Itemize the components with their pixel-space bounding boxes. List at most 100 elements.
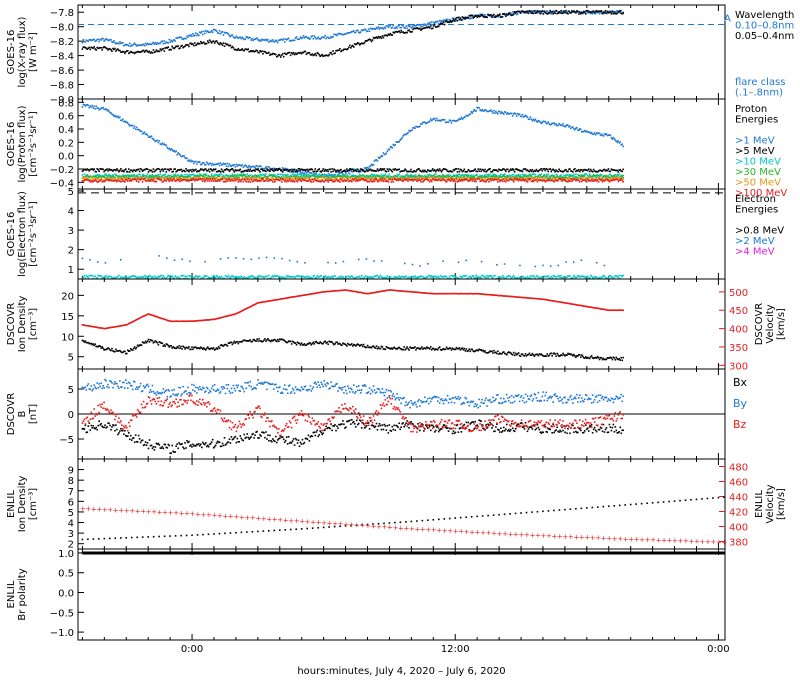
data-point (123, 176, 125, 179)
data-point (190, 275, 192, 278)
data-point (317, 36, 320, 38)
data-point (197, 42, 199, 44)
data-point (407, 175, 409, 177)
data-point (409, 174, 411, 177)
data-point (126, 178, 129, 180)
data-point (325, 176, 327, 178)
data-point (230, 275, 233, 278)
data-point (580, 177, 583, 180)
data-point (407, 178, 409, 181)
data-point (582, 175, 585, 178)
data-point (578, 179, 580, 182)
data-point (606, 177, 609, 179)
data-point (162, 42, 165, 45)
data-point (119, 49, 121, 52)
data-point (147, 171, 150, 173)
data-point (204, 174, 207, 177)
data-point (408, 29, 410, 31)
data-point (553, 175, 555, 177)
data-point (310, 54, 313, 56)
data-point (233, 37, 236, 39)
data-point (473, 169, 476, 171)
data-point (95, 179, 98, 182)
data-point (81, 257, 84, 260)
data-point (275, 53, 277, 56)
data-point (113, 169, 115, 171)
data-point (388, 178, 391, 181)
data-point (178, 36, 180, 39)
data-point (369, 276, 372, 279)
data-point (214, 174, 217, 177)
data-point (133, 42, 136, 45)
data-point (534, 175, 537, 178)
data-point (218, 164, 221, 167)
data-point (417, 177, 419, 180)
data-point (405, 169, 407, 172)
data-point (591, 175, 594, 177)
data-point (551, 10, 553, 13)
data-point (519, 170, 522, 172)
data-point (299, 171, 302, 174)
data-point (431, 168, 434, 170)
data-point (299, 179, 302, 182)
data-point (207, 31, 210, 34)
data-point (237, 37, 240, 40)
data-point (479, 174, 481, 177)
data-point (359, 178, 362, 181)
data-point (193, 35, 195, 37)
data-point (282, 178, 285, 181)
data-point (471, 112, 474, 114)
data-point (83, 176, 86, 179)
data-point (505, 175, 508, 177)
data-point (155, 177, 158, 180)
data-point (545, 12, 548, 15)
data-point (478, 170, 480, 172)
data-point (475, 180, 477, 183)
data-point (172, 177, 174, 180)
data-point (535, 176, 538, 179)
data-point (228, 276, 231, 279)
data-point (109, 169, 111, 172)
data-point (87, 40, 90, 43)
data-point (479, 15, 481, 18)
data-point (621, 12, 624, 15)
data-point (217, 170, 220, 172)
data-point (289, 180, 292, 183)
data-point (534, 177, 537, 179)
data-point (83, 46, 86, 48)
data-point (542, 120, 545, 123)
data-point (366, 178, 369, 180)
data-point (277, 275, 279, 277)
data-point (558, 10, 560, 13)
data-point (286, 168, 289, 171)
data-point (333, 52, 335, 55)
data-point (164, 144, 167, 146)
data-point (160, 49, 163, 52)
data-point (417, 178, 419, 181)
data-point (402, 135, 404, 137)
data-point (515, 175, 518, 178)
data-point (381, 168, 384, 170)
y-tick-label: 0.6 (58, 112, 74, 123)
data-point (396, 27, 399, 30)
data-point (237, 176, 240, 178)
data-point (226, 175, 229, 177)
data-point (462, 170, 465, 172)
data-point (577, 179, 579, 181)
data-point (313, 179, 316, 182)
data-point (339, 175, 341, 178)
data-point (438, 23, 441, 26)
data-point (325, 276, 327, 278)
data-point (181, 258, 183, 260)
data-point (223, 277, 226, 280)
data-point (465, 114, 468, 117)
data-point (519, 174, 522, 176)
data-point (404, 175, 406, 178)
data-point (115, 179, 117, 182)
data-point (314, 276, 317, 279)
data-point (364, 28, 367, 31)
data-point (382, 174, 385, 177)
data-point (255, 175, 257, 178)
data-point (355, 276, 358, 279)
data-point (254, 166, 256, 169)
